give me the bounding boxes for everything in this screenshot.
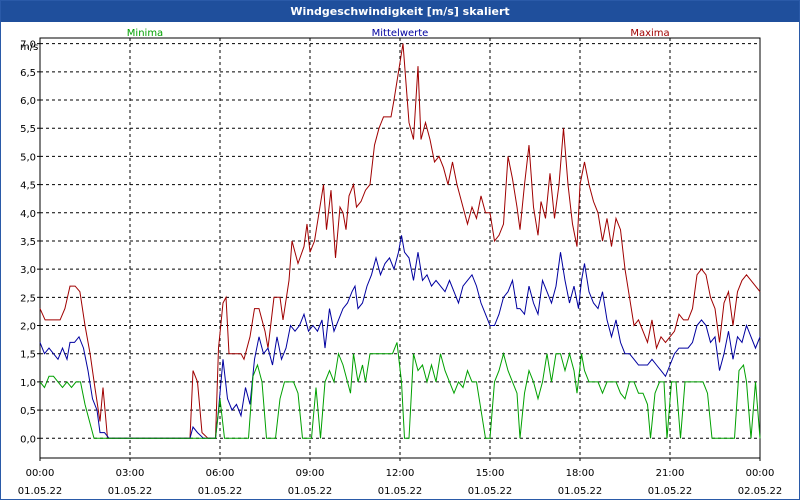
y-tick-label: 2,0 <box>20 322 36 333</box>
chart-title: Windgeschwindigkeit [m/s] skaliert <box>1 1 799 22</box>
x-tick-time: 03:00 <box>116 468 145 479</box>
y-axis-ticks: 0,0 0,5 1,0 1,5 2,0 2,5 3,0 3,5 4,0 4,5 5,0 5,5 6,0 6… <box>20 40 40 445</box>
legend-minima: Minima <box>127 28 163 39</box>
y-tick-label: 0,0 <box>20 434 36 445</box>
x-tick-time: 15:00 <box>476 468 505 479</box>
x-tick-date: 02.05.22 <box>738 486 783 497</box>
y-tick-label: 1,0 <box>20 378 36 389</box>
y-tick-label: 5,0 <box>20 152 36 163</box>
y-tick-label: 2,5 <box>20 293 36 304</box>
x-tick-time: 06:00 <box>206 468 235 479</box>
series-line-mittelwerte <box>39 235 761 439</box>
x-tick-time: 18:00 <box>566 468 595 479</box>
x-tick-time: 00:00 <box>26 468 55 479</box>
y-tick-label: 4,0 <box>20 209 36 220</box>
x-tick-date: 01.05.22 <box>108 486 153 497</box>
legend-maxima: Maxima <box>630 28 669 39</box>
y-tick-label: 0,5 <box>20 406 36 417</box>
x-tick-time: 12:00 <box>386 468 415 479</box>
series-lines <box>39 43 761 439</box>
x-tick-time: 21:00 <box>656 468 685 479</box>
x-tick-time: 00:00 <box>746 468 775 479</box>
x-tick-date: 01.05.22 <box>198 486 243 497</box>
series-line-maxima <box>39 43 761 439</box>
y-tick-label: 6,5 <box>20 68 36 79</box>
y-tick-label: 5,5 <box>20 124 36 135</box>
x-tick-date: 01.05.22 <box>468 486 513 497</box>
grid-lines <box>40 38 760 458</box>
x-tick-date: 01.05.22 <box>558 486 603 497</box>
x-tick-date: 01.05.22 <box>288 486 333 497</box>
y-tick-label: 1,5 <box>20 350 36 361</box>
x-tick-time: 09:00 <box>296 468 325 479</box>
y-tick-label: 4,5 <box>20 181 36 192</box>
y-tick-label: 3,0 <box>20 265 36 276</box>
x-axis-ticks: 00:00 01.05.22 03:00 01.05.22 06:00 01.05.22 0… <box>18 458 783 497</box>
series-line-minima <box>39 342 761 439</box>
x-tick-date: 01.05.22 <box>648 486 693 497</box>
legend-mittelwerte: Mittelwerte <box>372 28 429 39</box>
x-tick-date: 01.05.22 <box>18 486 63 497</box>
y-tick-label: 3,5 <box>20 237 36 248</box>
x-tick-date: 01.05.22 <box>378 486 423 497</box>
y-tick-label: 6,0 <box>20 96 36 107</box>
y-axis-unit: m/s <box>20 42 38 53</box>
y-tick-label: 7,0 <box>20 40 36 51</box>
